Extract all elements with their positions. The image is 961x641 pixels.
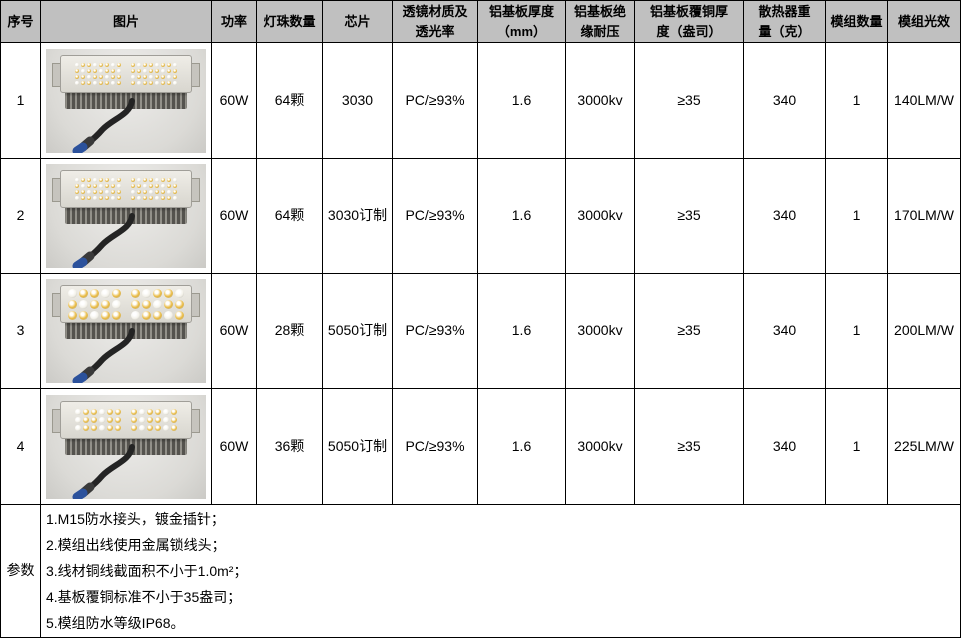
heatsink-fins (65, 92, 187, 109)
cell-serial-number: 4 (1, 389, 41, 505)
module-photo (46, 394, 206, 499)
header-heatsink-weight: 散热器重 量（克） (744, 1, 826, 43)
note-line: 2.模组出线使用金属锁线头； (46, 537, 226, 553)
cell-heatsink-weight: 340 (744, 274, 826, 389)
cell-serial-number: 2 (1, 159, 41, 274)
notes-content: 1.M15防水接头，镀金插针； 2.模组出线使用金属锁线头； 3.线材铜线截面积… (41, 505, 961, 638)
connector-tip (72, 257, 88, 268)
power-cable (72, 97, 135, 153)
cell-chip: 3030订制 (323, 159, 393, 274)
cell-copper-thickness: ≥35 (635, 159, 744, 274)
module-photo (46, 48, 206, 153)
cell-serial-number: 1 (1, 43, 41, 159)
header-serial-number: 序号 (1, 1, 41, 43)
module-body (52, 54, 200, 109)
cell-power: 60W (212, 389, 257, 505)
power-cable (72, 443, 135, 499)
module-photo (46, 164, 206, 268)
cell-module-efficacy: 140LM/W (888, 43, 961, 159)
cell-picture (41, 159, 212, 274)
cell-power: 60W (212, 43, 257, 159)
header-module-efficacy: 模组光效 (888, 1, 961, 43)
led-lens-plate (60, 400, 192, 439)
cell-module-count: 1 (826, 159, 888, 274)
header-power: 功率 (212, 1, 257, 43)
module-body (52, 170, 200, 224)
cell-substrate-thickness: 1.6 (478, 274, 566, 389)
cell-copper-thickness: ≥35 (635, 274, 744, 389)
cell-module-efficacy: 170LM/W (888, 159, 961, 274)
heatsink-fins (65, 208, 187, 224)
header-substrate-thickness: 铝基板厚度 （mm） (478, 1, 566, 43)
cell-lens-material: PC/≥93% (393, 389, 478, 505)
cell-lens-material: PC/≥93% (393, 43, 478, 159)
cell-heatsink-weight: 340 (744, 159, 826, 274)
cell-lens-material: PC/≥93% (393, 274, 478, 389)
connector-tip (72, 488, 88, 499)
cell-picture (41, 389, 212, 505)
heatsink-fins (65, 438, 187, 455)
cell-withstand-voltage: 3000kv (566, 274, 635, 389)
cell-picture (41, 274, 212, 389)
header-chip: 芯片 (323, 1, 393, 43)
cell-led-count: 28颗 (257, 274, 323, 389)
cell-substrate-thickness: 1.6 (478, 43, 566, 159)
note-line: 1.M15防水接头，镀金插针； (46, 511, 225, 527)
cell-lens-material: PC/≥93% (393, 159, 478, 274)
module-body (52, 285, 200, 339)
cell-heatsink-weight: 340 (744, 43, 826, 159)
cell-substrate-thickness: 1.6 (478, 389, 566, 505)
cell-led-count: 36颗 (257, 389, 323, 505)
cell-chip: 5050订制 (323, 274, 393, 389)
notes-label: 参数 (1, 505, 41, 638)
cell-withstand-voltage: 3000kv (566, 159, 635, 274)
cell-module-efficacy: 200LM/W (888, 274, 961, 389)
power-cable (72, 213, 135, 268)
cell-serial-number: 3 (1, 274, 41, 389)
cell-picture (41, 43, 212, 159)
cell-module-count: 1 (826, 274, 888, 389)
led-lens-plate (60, 170, 192, 208)
module-body (52, 400, 200, 455)
cell-withstand-voltage: 3000kv (566, 389, 635, 505)
header-picture: 图片 (41, 1, 212, 43)
cell-withstand-voltage: 3000kv (566, 43, 635, 159)
note-line: 5.模组防水等级IP68。 (46, 615, 185, 631)
header-withstand-voltage: 铝基板绝 缘耐压 (566, 1, 635, 43)
cell-led-count: 64颗 (257, 159, 323, 274)
note-line: 3.线材铜线截面积不小于1.0m²； (46, 563, 248, 579)
cell-module-count: 1 (826, 43, 888, 159)
heatsink-fins (65, 323, 187, 339)
header-module-count: 模组数量 (826, 1, 888, 43)
cell-module-count: 1 (826, 389, 888, 505)
led-lens-plate (60, 54, 192, 93)
cell-power: 60W (212, 159, 257, 274)
cell-led-count: 64颗 (257, 43, 323, 159)
connector-tip (72, 142, 88, 153)
cell-heatsink-weight: 340 (744, 389, 826, 505)
connector-tip (72, 372, 88, 383)
cell-chip: 5050订制 (323, 389, 393, 505)
cell-copper-thickness: ≥35 (635, 389, 744, 505)
led-lens-plate (60, 285, 192, 323)
header-led-count: 灯珠数量 (257, 1, 323, 43)
cell-module-efficacy: 225LM/W (888, 389, 961, 505)
cell-substrate-thickness: 1.6 (478, 159, 566, 274)
power-cable (72, 328, 135, 383)
header-copper-thickness: 铝基板覆铜厚 度（盎司） (635, 1, 744, 43)
cell-chip: 3030 (323, 43, 393, 159)
cell-copper-thickness: ≥35 (635, 43, 744, 159)
note-line: 4.基板覆铜标准不小于35盎司； (46, 589, 242, 605)
cell-power: 60W (212, 274, 257, 389)
module-photo (46, 279, 206, 383)
header-lens-material: 透镜材质及 透光率 (393, 1, 478, 43)
